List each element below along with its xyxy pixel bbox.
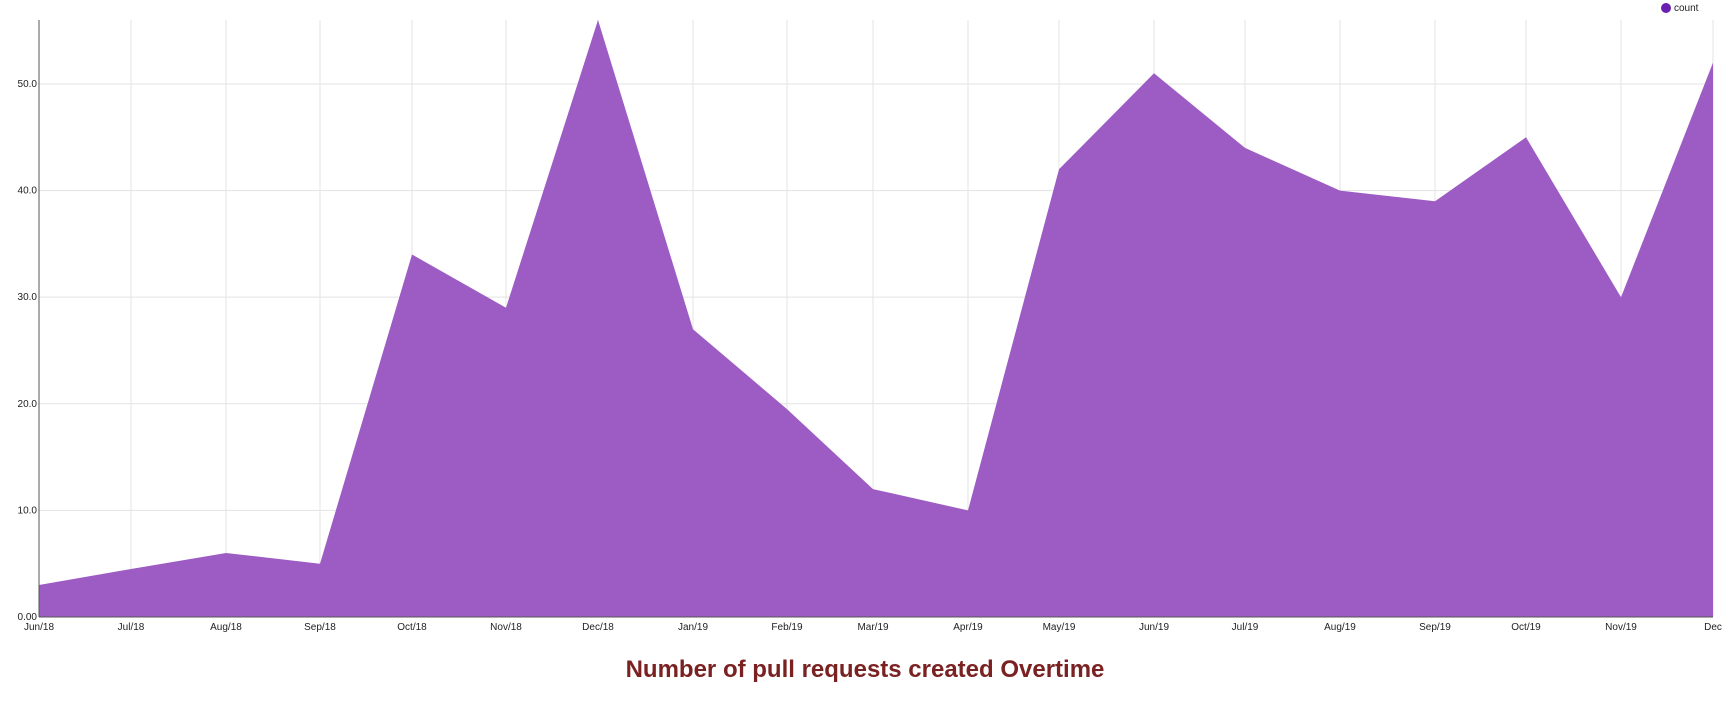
x-tick-label: Aug/19 — [1324, 622, 1356, 633]
axes — [38, 20, 1713, 618]
x-tick-label: Oct/19 — [1511, 622, 1541, 633]
x-axis-ticks: Jun/18 Jul/18 Aug/18 Sep/18 Oct/18 Nov/18 Dec/… — [24, 622, 1722, 633]
x-tick-label: Jul/19 — [1232, 622, 1259, 633]
legend-label-count: count — [1674, 3, 1699, 14]
y-tick-label: 20.0 — [18, 399, 38, 410]
x-tick-label: Jun/19 — [1139, 622, 1169, 633]
x-tick-label: Aug/18 — [210, 622, 242, 633]
x-tick-label: Mar/19 — [857, 622, 889, 633]
legend[interactable]: count — [1661, 3, 1699, 14]
x-tick-label: Feb/19 — [771, 622, 803, 633]
x-tick-label: Sep/19 — [1419, 622, 1451, 633]
x-tick-label: Nov/18 — [490, 622, 522, 633]
x-tick-label: Oct/18 — [397, 622, 427, 633]
x-tick-label: Jun/18 — [24, 622, 54, 633]
x-tick-label: Sep/18 — [304, 622, 336, 633]
area-series-count[interactable] — [39, 20, 1713, 617]
legend-marker-count — [1661, 3, 1671, 13]
y-tick-label: 10.0 — [18, 505, 38, 516]
y-tick-label: 40.0 — [18, 186, 38, 197]
x-tick-label: Nov/19 — [1605, 622, 1637, 633]
y-tick-label: 0.00 — [18, 612, 38, 623]
y-tick-label: 50.0 — [18, 79, 38, 90]
y-axis-ticks: 0.00 10.0 20.0 30.0 40.0 50.0 — [18, 79, 38, 623]
chart-title: Number of pull requests created Overtime — [625, 656, 1105, 683]
x-tick-label: Dec — [1704, 622, 1722, 633]
plot-area — [38, 19, 1714, 617]
x-tick-label: May/19 — [1043, 622, 1076, 633]
x-tick-label: Apr/19 — [953, 622, 983, 633]
x-tick-label: Jan/19 — [678, 622, 708, 633]
x-tick-label: Dec/18 — [582, 622, 614, 633]
y-tick-label: 30.0 — [18, 292, 38, 303]
x-tick-label: Jul/18 — [118, 622, 145, 633]
